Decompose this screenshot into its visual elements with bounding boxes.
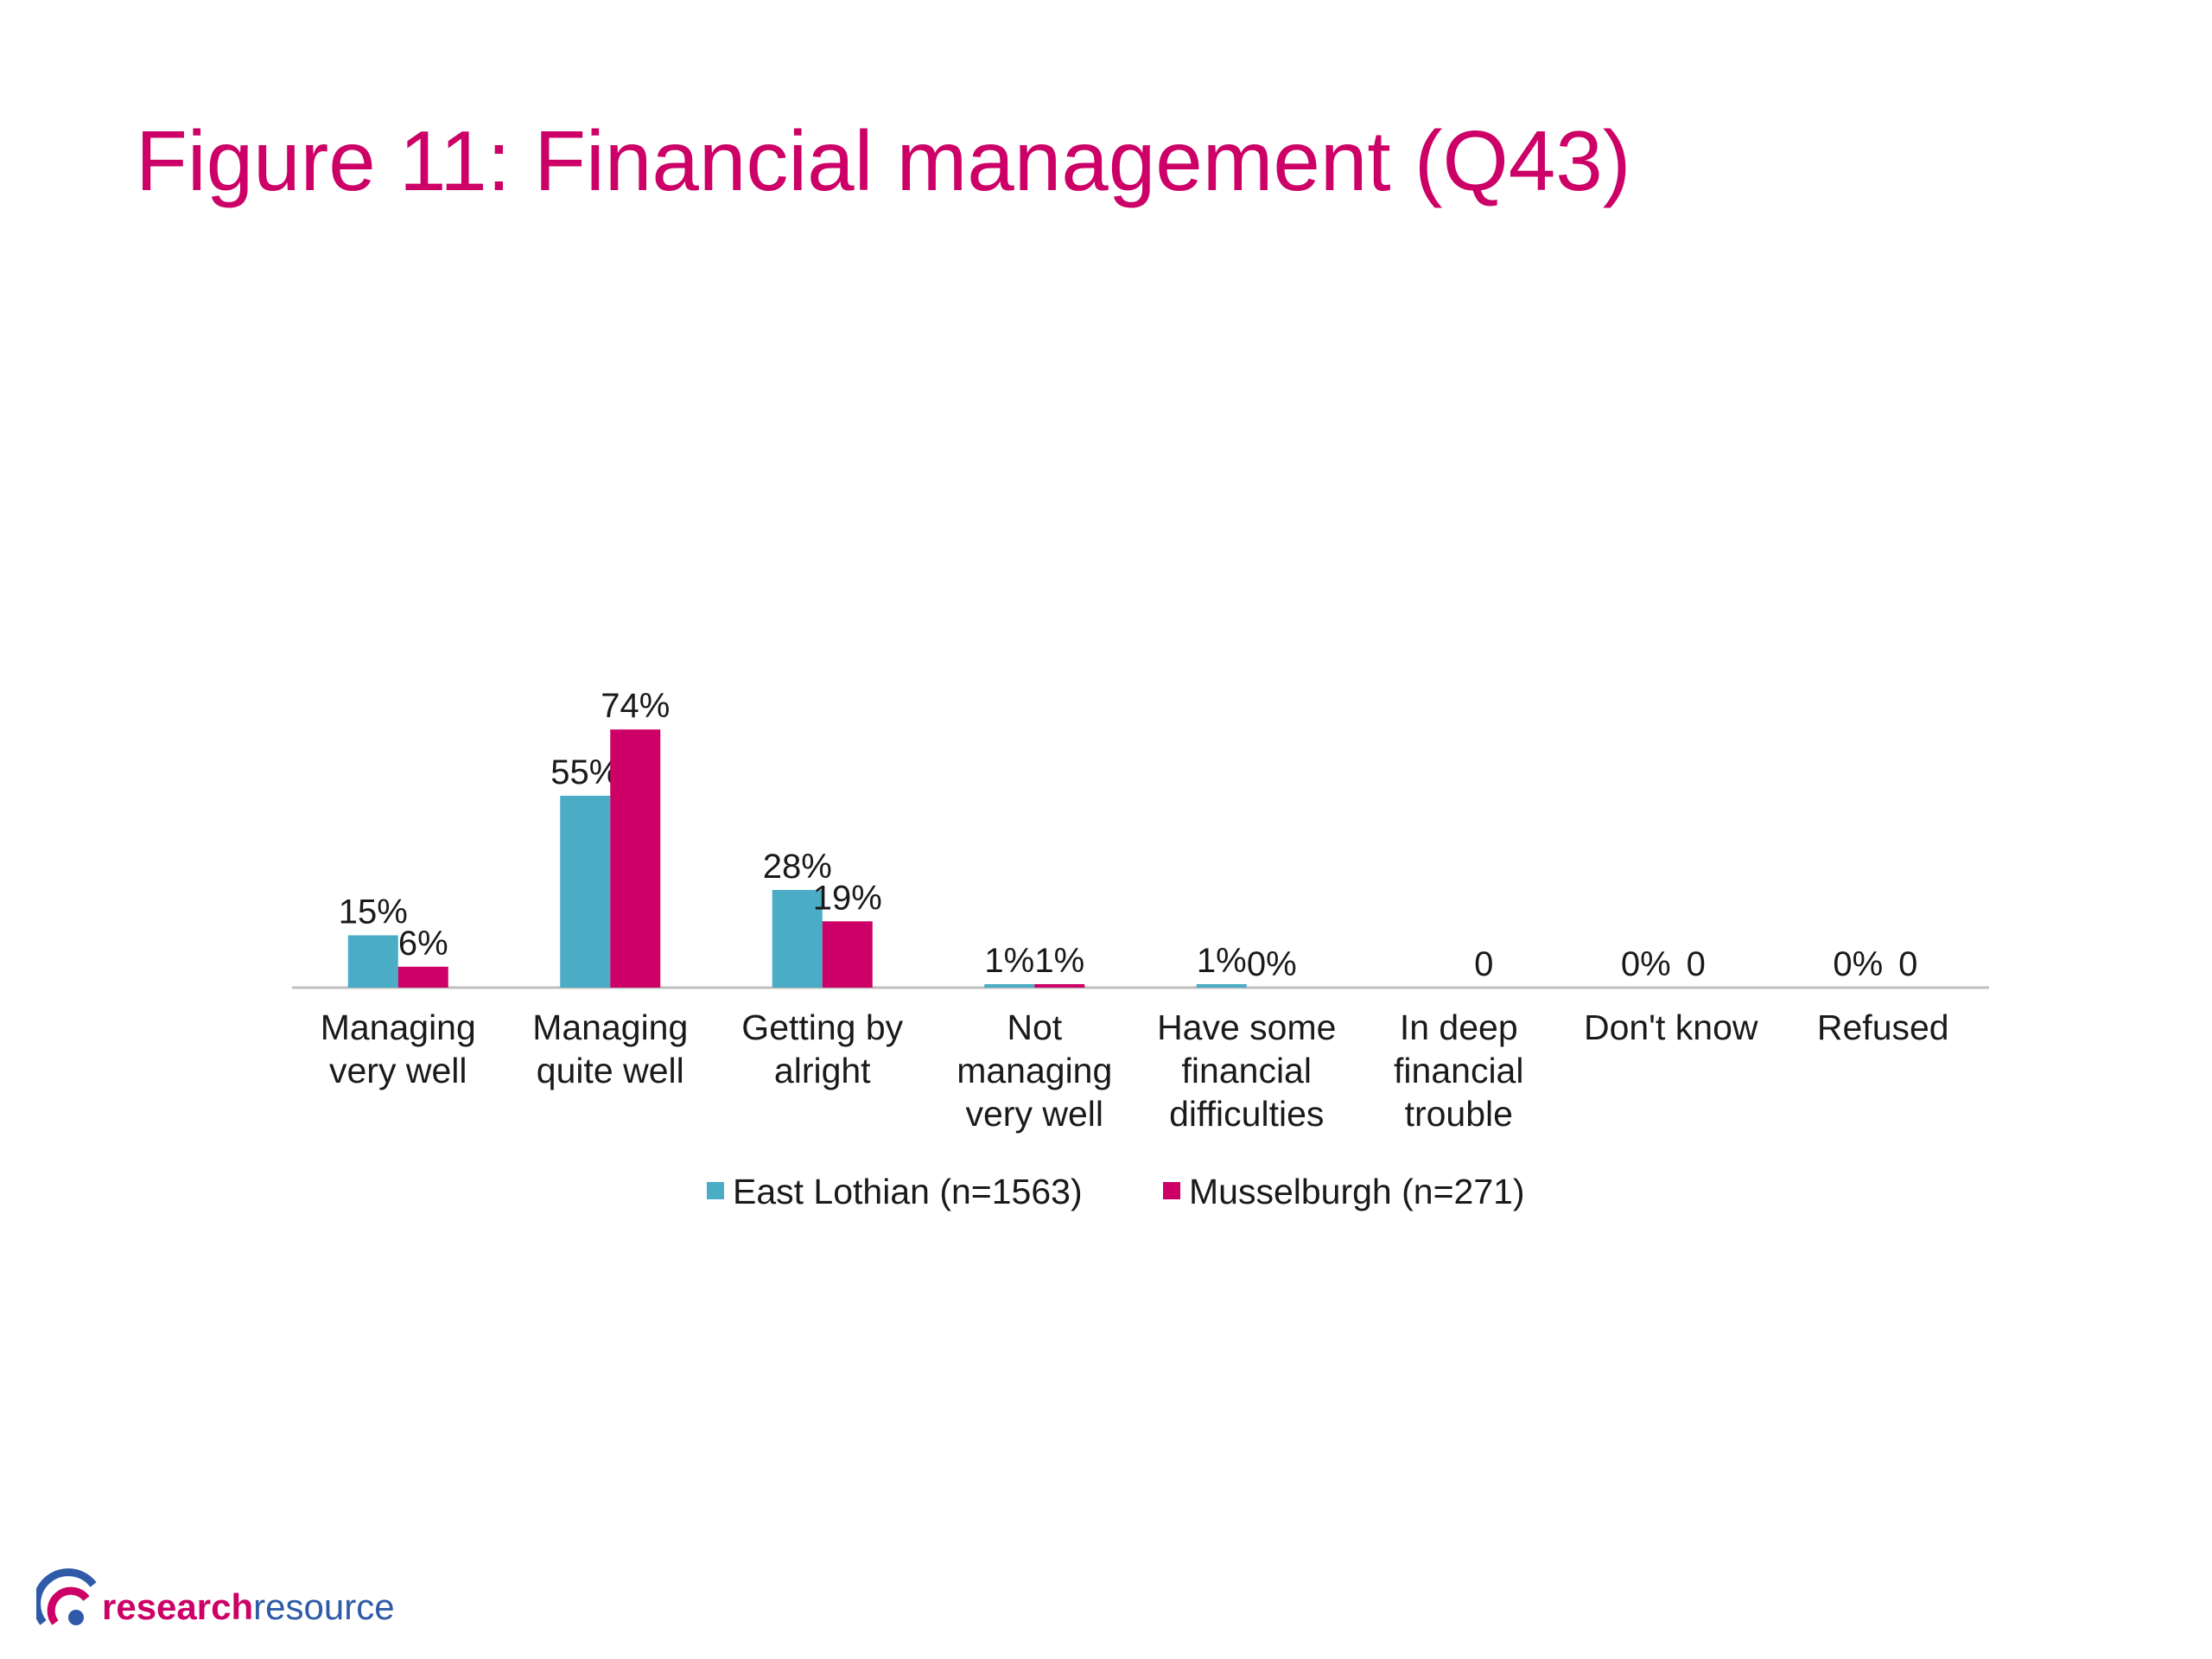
data-label-east-lothian-6: 0% — [1621, 945, 1671, 983]
bar-east-lothian-4 — [1196, 983, 1247, 988]
category-label-1: Managing quite well — [532, 1007, 688, 1090]
category-label-4: Have some financial difficulties — [1157, 1007, 1336, 1134]
bar-east-lothian-1 — [560, 795, 611, 988]
legend-swatch-musselburgh — [1163, 1182, 1180, 1199]
category-label-6: Don't know — [1584, 1007, 1758, 1047]
data-label-musselburgh-0: 6% — [398, 925, 448, 963]
page-title: Figure 11: Financial management (Q43) — [136, 113, 1631, 208]
data-label-musselburgh-5: 0 — [1474, 945, 1493, 983]
data-label-musselburgh-4: 0% — [1247, 945, 1297, 983]
category-label-7: Refused — [1817, 1007, 1949, 1047]
category-label-0: Managing very well — [321, 1007, 476, 1090]
data-label-musselburgh-1: 74% — [601, 687, 670, 725]
data-label-musselburgh-6: 0 — [1687, 945, 1706, 983]
bar-musselburgh-3 — [1034, 983, 1085, 988]
legend-label-musselburgh: Musselburgh (n=271) — [1189, 1172, 1525, 1211]
data-label-east-lothian-2: 28% — [763, 848, 832, 886]
bar-musselburgh-2 — [822, 921, 873, 988]
logo-text-research: research — [102, 1586, 254, 1627]
category-label-5: In deep financial trouble — [1394, 1007, 1523, 1134]
logo-text-resource: resource — [253, 1586, 395, 1627]
bar-east-lothian-3 — [984, 983, 1035, 988]
bar-east-lothian-2 — [772, 889, 823, 988]
legend-swatch-east-lothian — [707, 1182, 724, 1199]
data-label-musselburgh-2: 19% — [813, 879, 882, 917]
bar-musselburgh-0 — [397, 966, 448, 988]
data-label-east-lothian-3: 1% — [984, 942, 1034, 980]
data-label-east-lothian-1: 55% — [550, 753, 620, 791]
research-resource-logo-icon — [36, 1568, 97, 1625]
category-label-2: Getting by alright — [741, 1007, 903, 1090]
data-label-east-lothian-4: 1% — [1197, 942, 1247, 980]
data-label-east-lothian-7: 0% — [1833, 945, 1883, 983]
data-label-musselburgh-3: 1% — [1034, 942, 1084, 980]
category-label-3: Not managing very well — [957, 1007, 1112, 1134]
data-label-east-lothian-0: 15% — [339, 893, 408, 931]
bar-musselburgh-1 — [610, 729, 661, 988]
logo-text: researchresource — [102, 1586, 395, 1628]
data-label-musselburgh-7: 0 — [1898, 945, 1917, 983]
bar-east-lothian-0 — [347, 935, 398, 988]
legend-label-east-lothian: East Lothian (n=1563) — [733, 1172, 1083, 1211]
